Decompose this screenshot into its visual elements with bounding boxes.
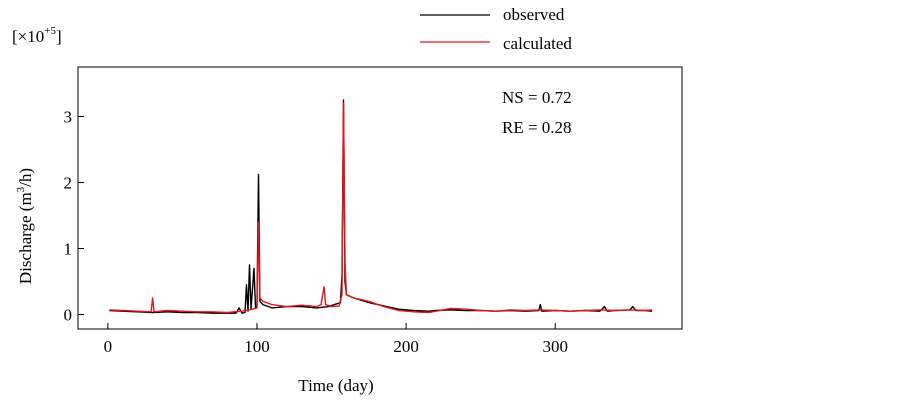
x-tick-label-100: 100 xyxy=(244,337,270,356)
plot-frame xyxy=(77,66,683,330)
x-tick-label-0: 0 xyxy=(104,337,113,356)
scale-factor-label: [×10+5] xyxy=(12,25,62,46)
x-tick-label-300: 300 xyxy=(542,337,568,356)
legend-calculated-label: calculated xyxy=(503,34,572,53)
series-line-calculated xyxy=(109,102,653,314)
legend: observed calculated xyxy=(420,5,572,53)
y-axis-label: Discharge (m3/h) xyxy=(15,168,35,284)
series-lines xyxy=(109,99,653,314)
y-axis: 0 1 2 3 xyxy=(64,107,84,324)
y-tick-label-2: 2 xyxy=(64,173,73,192)
y-tick-label-0: 0 xyxy=(64,305,73,324)
x-axis: 0 100 200 300 xyxy=(104,323,568,356)
x-axis-label: Time (day) xyxy=(298,376,373,395)
legend-observed-label: observed xyxy=(503,5,565,24)
x-tick-label-200: 200 xyxy=(393,337,419,356)
re-annotation: RE = 0.28 xyxy=(502,118,572,137)
y-tick-label-3: 3 xyxy=(64,107,73,126)
ns-annotation: NS = 0.72 xyxy=(502,88,572,107)
y-tick-label-1: 1 xyxy=(64,239,73,258)
